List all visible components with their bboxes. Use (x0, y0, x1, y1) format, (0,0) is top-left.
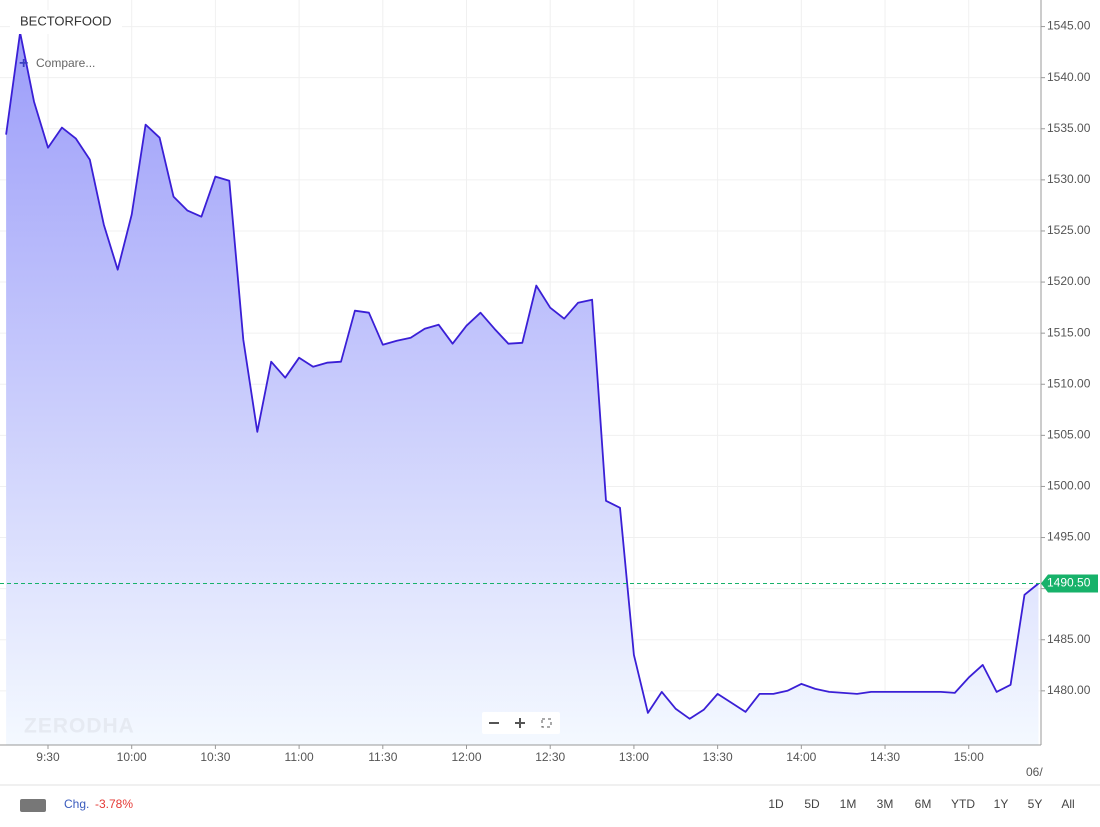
y-tick-label: 1540.00 (1047, 70, 1091, 84)
y-tick-label: 1535.00 (1047, 121, 1091, 135)
compare-icon[interactable]: + (19, 55, 28, 72)
range-button[interactable]: All (1061, 797, 1074, 811)
x-tick-label: 13:30 (703, 750, 733, 764)
y-tick-label: 1520.00 (1047, 274, 1091, 288)
y-tick-label: 1525.00 (1047, 223, 1091, 237)
date-label: 06/ (1026, 765, 1043, 779)
x-tick-label: 12:00 (451, 750, 481, 764)
x-tick-label: 13:00 (619, 750, 649, 764)
x-tick-label: 9:30 (36, 750, 60, 764)
x-tick-label: 14:00 (786, 750, 816, 764)
x-tick-label: 15:00 (954, 750, 984, 764)
change-label: Chg. (64, 797, 89, 811)
compare-button[interactable]: Compare... (36, 56, 95, 70)
x-tick-label: 10:30 (200, 750, 230, 764)
x-tick-label: 12:30 (535, 750, 565, 764)
range-button[interactable]: 1D (768, 797, 784, 811)
y-tick-label: 1505.00 (1047, 428, 1091, 442)
y-tick-label: 1510.00 (1047, 376, 1091, 390)
watermark: ZERODHA (24, 715, 135, 738)
x-tick-label: 11:30 (368, 750, 397, 764)
range-button[interactable]: 5D (804, 797, 820, 811)
keyboard-icon[interactable] (20, 799, 46, 812)
title-box (10, 10, 122, 34)
last-price-label: 1490.50 (1047, 576, 1091, 590)
y-tick-label: 1480.00 (1047, 683, 1091, 697)
x-tick-label: 11:00 (285, 750, 314, 764)
range-button[interactable]: 5Y (1028, 797, 1043, 811)
change-value: -3.78% (95, 797, 133, 811)
y-tick-label: 1495.00 (1047, 530, 1091, 544)
x-tick-label: 10:00 (117, 750, 147, 764)
range-button[interactable]: 1M (840, 797, 857, 811)
y-tick-label: 1530.00 (1047, 172, 1091, 186)
y-tick-label: 1485.00 (1047, 632, 1091, 646)
y-tick-label: 1545.00 (1047, 19, 1091, 33)
x-tick-label: 14:30 (870, 750, 900, 764)
last-price-tag (1041, 574, 1098, 593)
y-tick-label: 1500.00 (1047, 479, 1091, 493)
zoom-controls (482, 712, 560, 734)
range-button[interactable]: YTD (951, 797, 975, 811)
range-button[interactable]: 6M (915, 797, 932, 811)
chart-title: BECTORFOOD (20, 13, 112, 28)
fullscreen[interactable] (541, 718, 552, 728)
y-tick-label: 1515.00 (1047, 325, 1091, 339)
range-button[interactable]: 3M (877, 797, 894, 811)
range-button[interactable]: 1Y (994, 797, 1009, 811)
price-line (5, 31, 1040, 720)
area-fill (6, 32, 1039, 746)
